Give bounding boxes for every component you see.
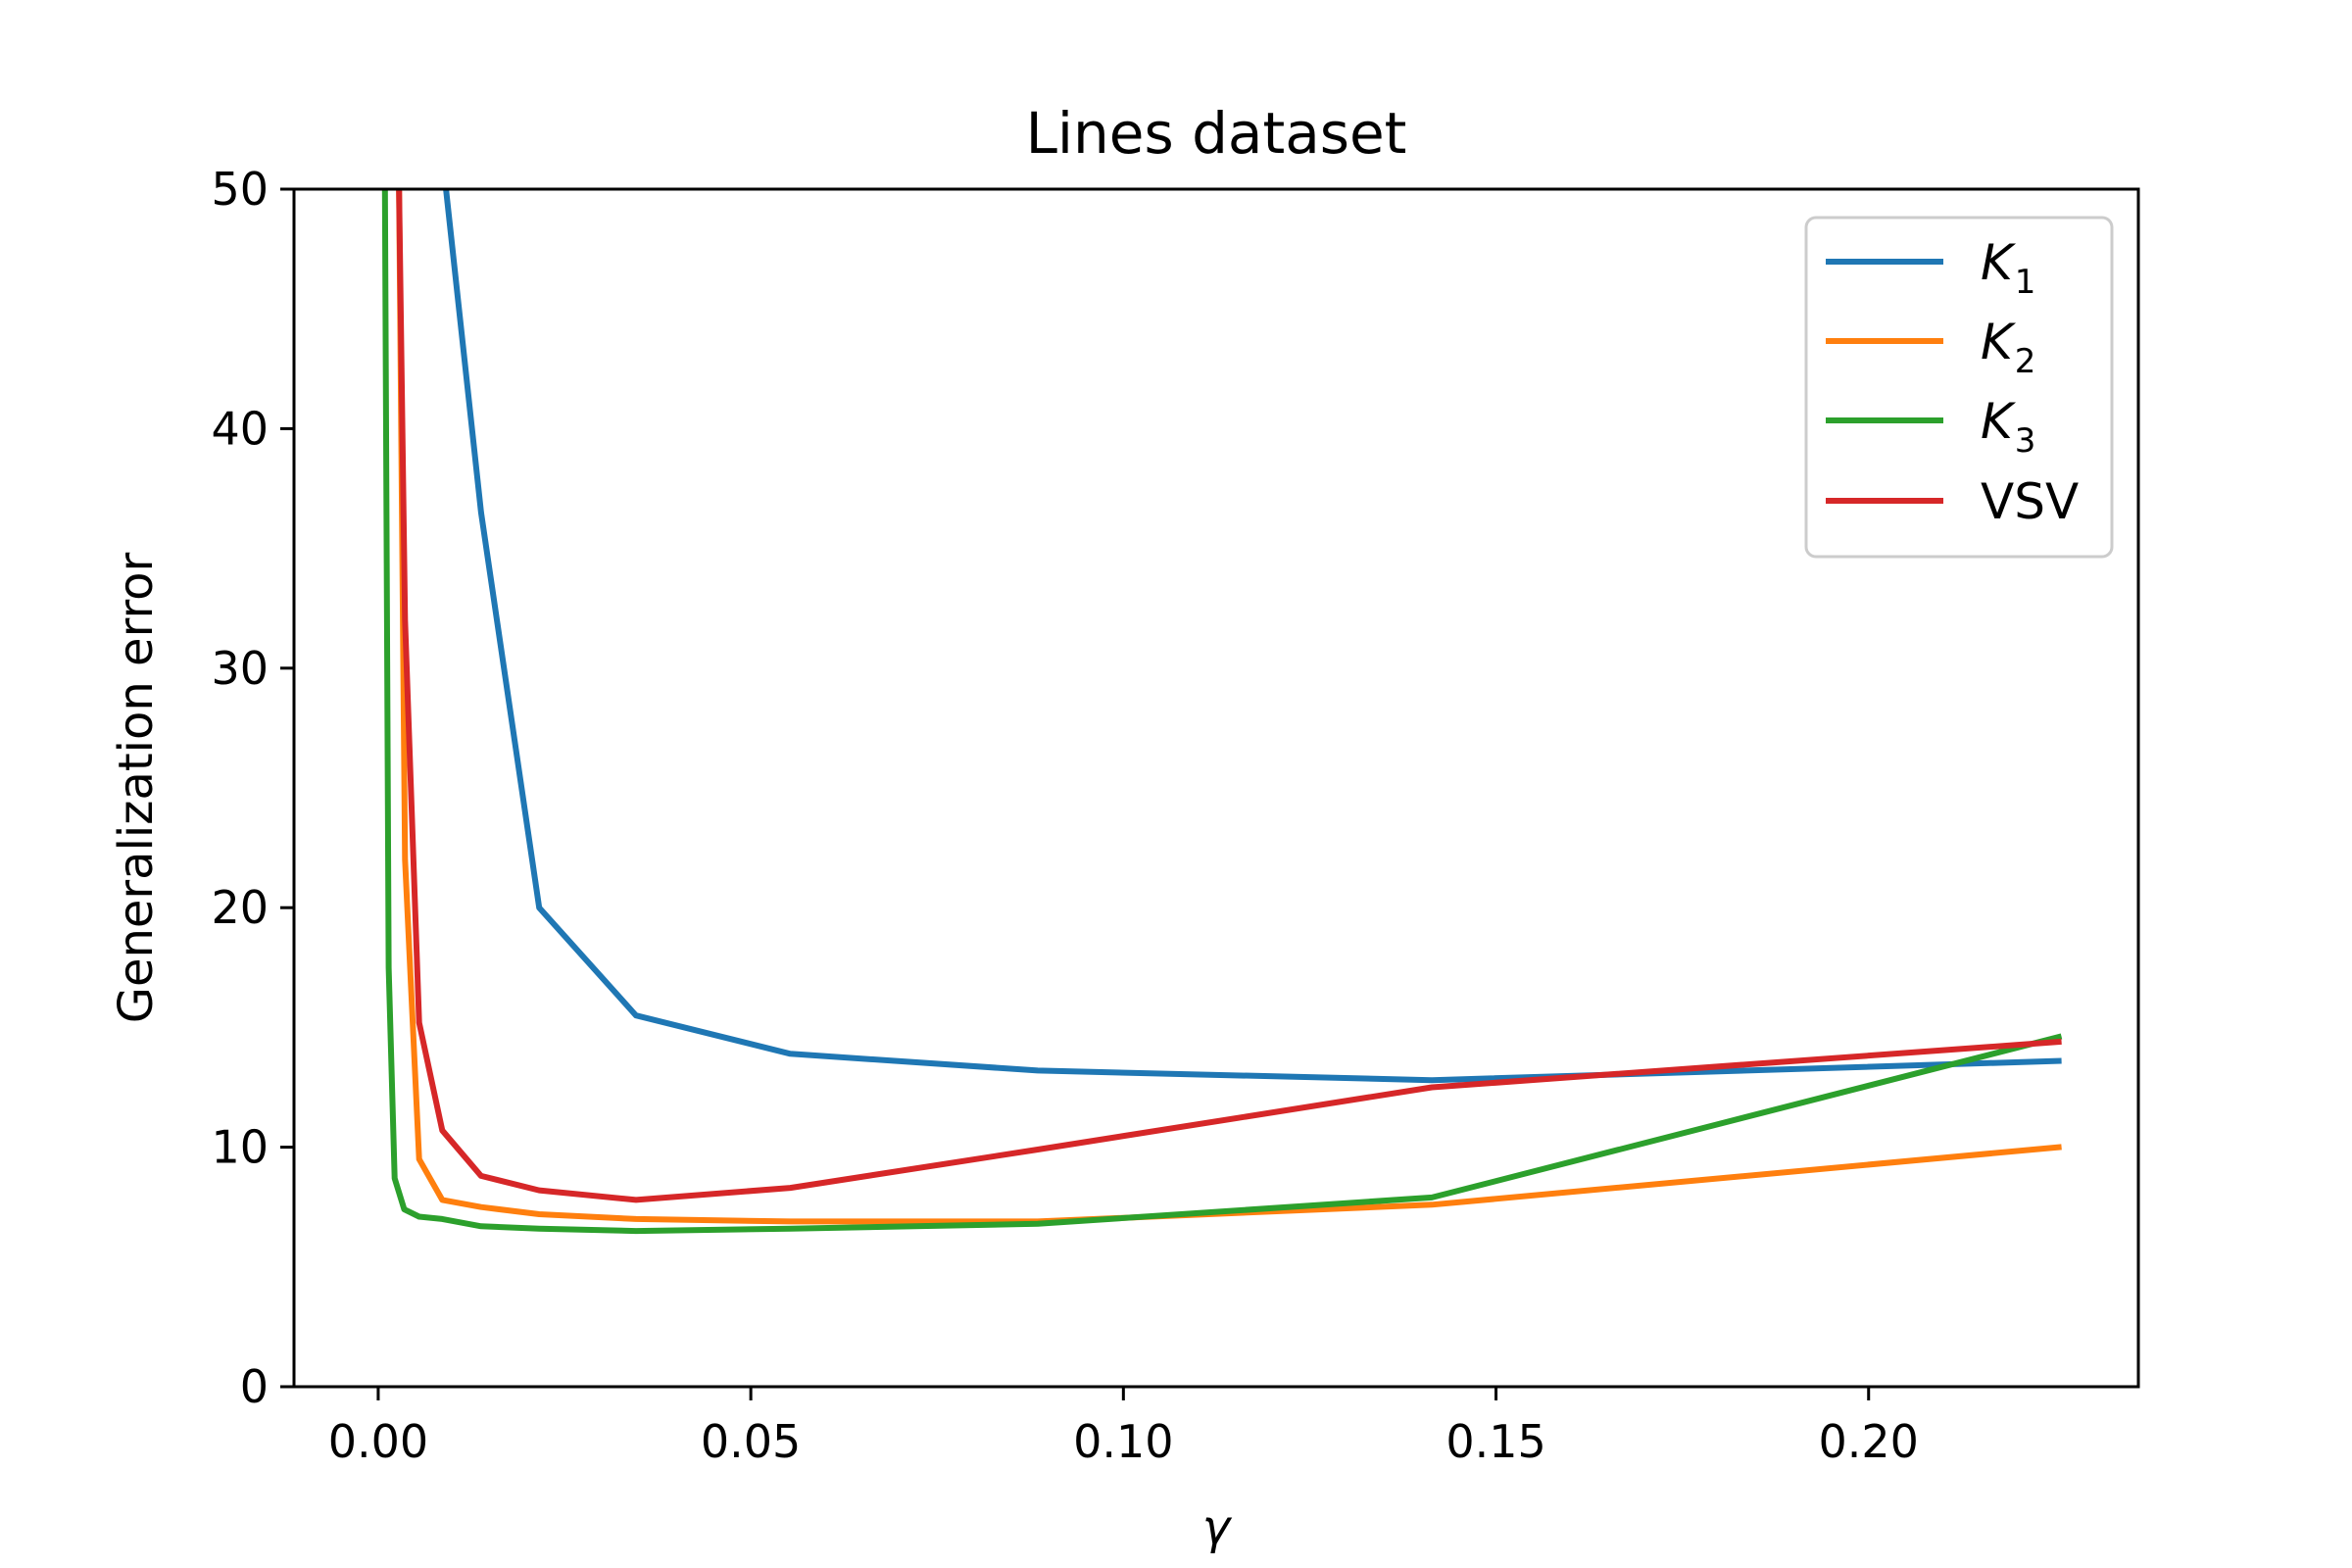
chart-title: Lines dataset: [1026, 100, 1407, 167]
x-tick-label: 0.20: [1819, 1415, 1919, 1468]
y-axis-ticks: 0 10 20 30 40 50: [211, 163, 294, 1413]
x-tick-label: 0.10: [1073, 1415, 1173, 1468]
series-line-k1: [443, 189, 2062, 1084]
plot-frame: [292, 187, 2140, 1389]
legend-label-k1: K1: [1981, 234, 2035, 302]
x-tick-label: 0.05: [701, 1415, 801, 1468]
x-tick-label: 0.00: [328, 1415, 428, 1468]
y-tick-label: 50: [211, 163, 269, 216]
y-tick-label: 40: [211, 402, 269, 455]
legend: K1 K2 K3 VSV: [1804, 216, 2114, 559]
y-tick-label: 30: [211, 642, 269, 695]
y-tick-label: 10: [211, 1121, 269, 1174]
legend-box: [1804, 216, 2114, 559]
series-line-k3: [381, 189, 2063, 1235]
legend-label-vsv: VSV: [1981, 473, 2079, 530]
y-tick-label: 0: [240, 1360, 269, 1413]
series-layer: [381, 189, 2063, 1235]
series-line-vsv: [396, 189, 2062, 1203]
x-axis-ticks: 0.00 0.05 0.10 0.15 0.20: [328, 1387, 1919, 1468]
legend-label-k3: K3: [1981, 393, 2035, 461]
y-axis-label: Generalization error: [109, 552, 164, 1023]
legend-label-k2: K2: [1981, 314, 2035, 381]
x-axis-label: γ: [1202, 1500, 1233, 1555]
x-tick-label: 0.15: [1446, 1415, 1545, 1468]
y-tick-label: 20: [211, 881, 269, 934]
